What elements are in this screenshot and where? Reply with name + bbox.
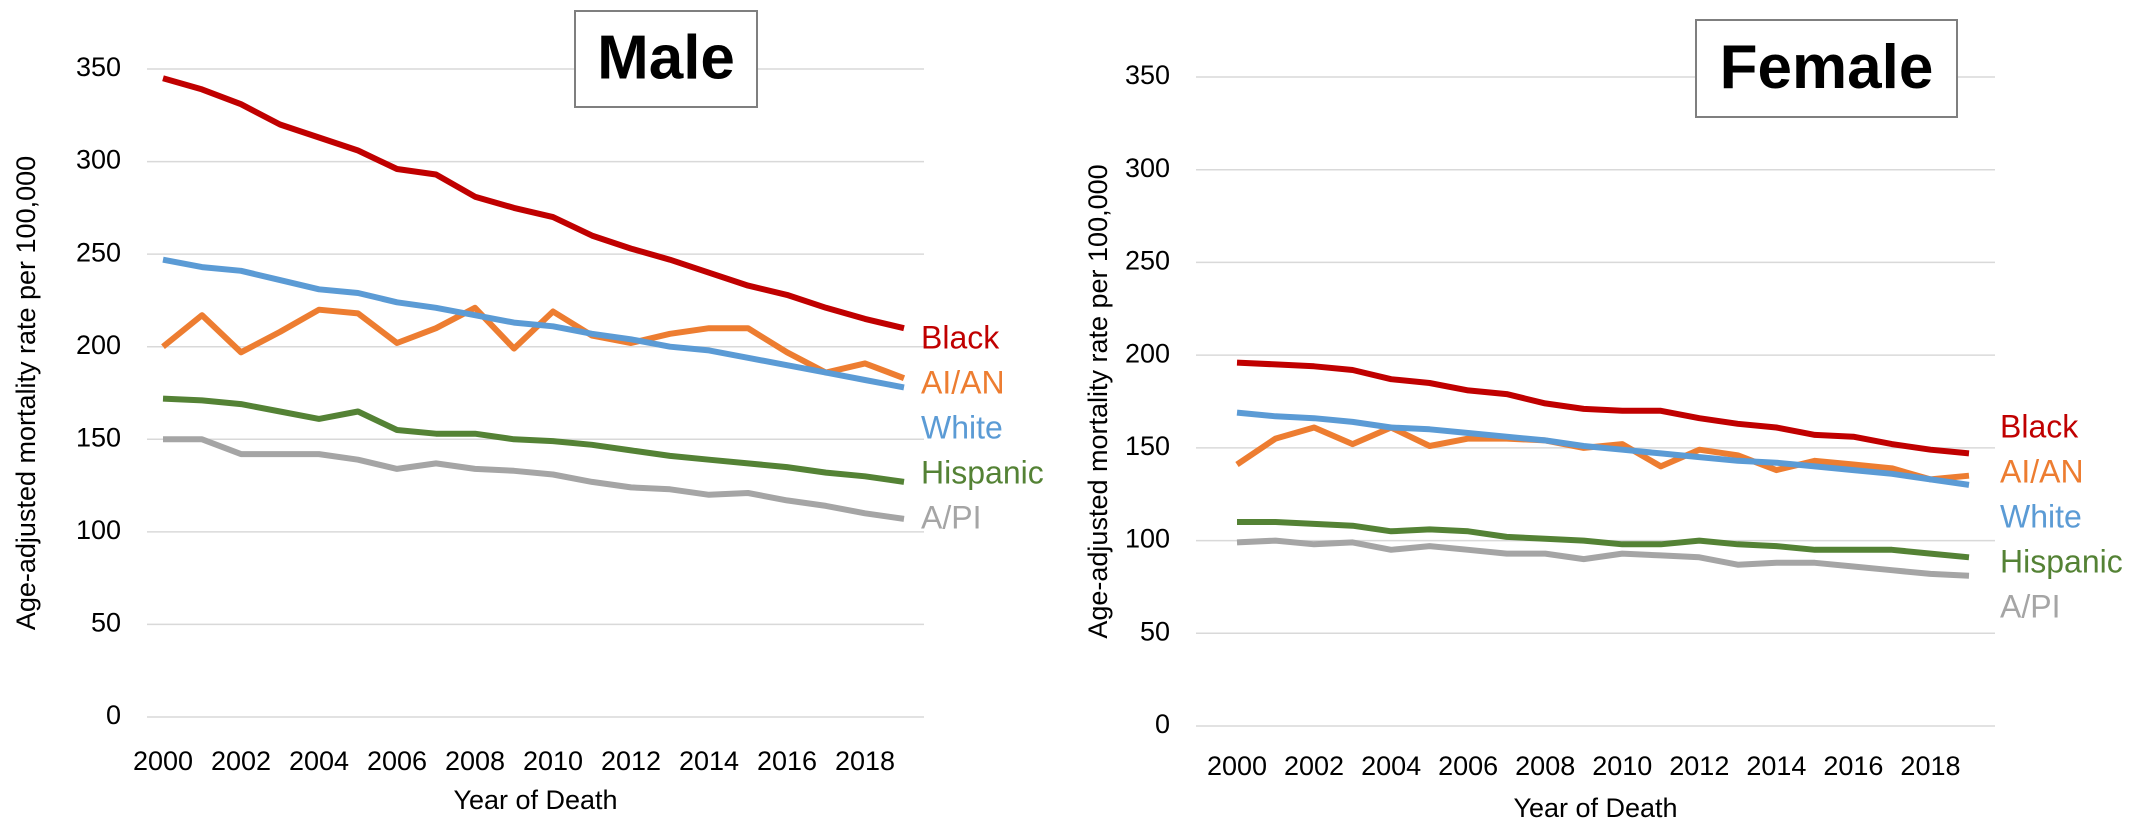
x-tick-label: 2002 [211, 746, 271, 776]
x-tick-label: 2006 [367, 746, 427, 776]
x-axis-label: Year of Death [1513, 793, 1677, 822]
series-label: A/PI [921, 499, 981, 535]
title-box [1695, 19, 1958, 118]
series-label: White [2000, 498, 2082, 534]
series-label: A/PI [2000, 588, 2060, 624]
x-tick-label: 2004 [289, 746, 349, 776]
y-axis-label: Age-adjusted mortality rate per 100,000 [11, 156, 41, 630]
y-tick-label: 350 [1125, 60, 1170, 90]
y-tick-label: 300 [76, 145, 121, 175]
y-tick-label: 250 [1125, 246, 1170, 276]
line-series [162, 256, 905, 391]
y-tick-label: 50 [1140, 616, 1170, 646]
y-tick-label: 200 [76, 330, 121, 360]
x-tick-label: 2018 [1900, 751, 1960, 781]
x-tick-label: 2000 [133, 746, 193, 776]
x-tick-label: 2010 [1592, 751, 1652, 781]
y-tick-label: 0 [106, 700, 121, 730]
y-tick-label: 200 [1125, 338, 1170, 368]
x-tick-label: 2018 [835, 746, 895, 776]
series-label: White [921, 409, 1003, 445]
x-tick-label: 2016 [757, 746, 817, 776]
y-tick-label: 50 [91, 608, 121, 638]
series-label: Hispanic [2000, 543, 2123, 579]
y-tick-label: 300 [1125, 153, 1170, 183]
x-tick-label: 2004 [1361, 751, 1421, 781]
x-tick-label: 2002 [1284, 751, 1344, 781]
line-series [162, 75, 905, 332]
x-tick-label: 2014 [679, 746, 739, 776]
line-series [162, 395, 905, 485]
x-tick-label: 2010 [523, 746, 583, 776]
series-label: AI/AN [2000, 453, 2084, 489]
series-label: Black [921, 319, 1000, 355]
x-tick-label: 2008 [1515, 751, 1575, 781]
x-tick-label: 2016 [1823, 751, 1883, 781]
y-tick-label: 150 [76, 422, 121, 452]
y-axis-label: Age-adjusted mortality rate per 100,000 [1083, 164, 1113, 638]
series-label: Hispanic [921, 454, 1044, 490]
series-label: AI/AN [921, 364, 1005, 400]
x-tick-label: 2006 [1438, 751, 1498, 781]
line-series [1237, 519, 1970, 561]
x-tick-label: 2012 [1669, 751, 1729, 781]
x-tick-label: 2000 [1207, 751, 1267, 781]
x-axis-label: Year of Death [453, 785, 617, 815]
line-series [1236, 537, 1970, 579]
x-tick-label: 2012 [601, 746, 661, 776]
line-series [161, 304, 906, 382]
chart-title: Male [597, 23, 735, 92]
y-tick-label: 100 [1125, 524, 1170, 554]
x-tick-label: 2014 [1746, 751, 1806, 781]
series-label: Black [2000, 408, 2079, 444]
title-box [574, 10, 758, 108]
y-tick-label: 150 [1125, 431, 1170, 461]
y-tick-label: 250 [76, 237, 121, 267]
chart-title: Female [1720, 33, 1934, 102]
y-tick-label: 350 [76, 52, 121, 82]
line-series [163, 436, 905, 522]
line-series [1236, 359, 1970, 457]
y-tick-label: 0 [1155, 709, 1170, 739]
x-tick-label: 2008 [445, 746, 505, 776]
y-tick-label: 100 [76, 515, 121, 545]
line-series [1236, 409, 1970, 488]
